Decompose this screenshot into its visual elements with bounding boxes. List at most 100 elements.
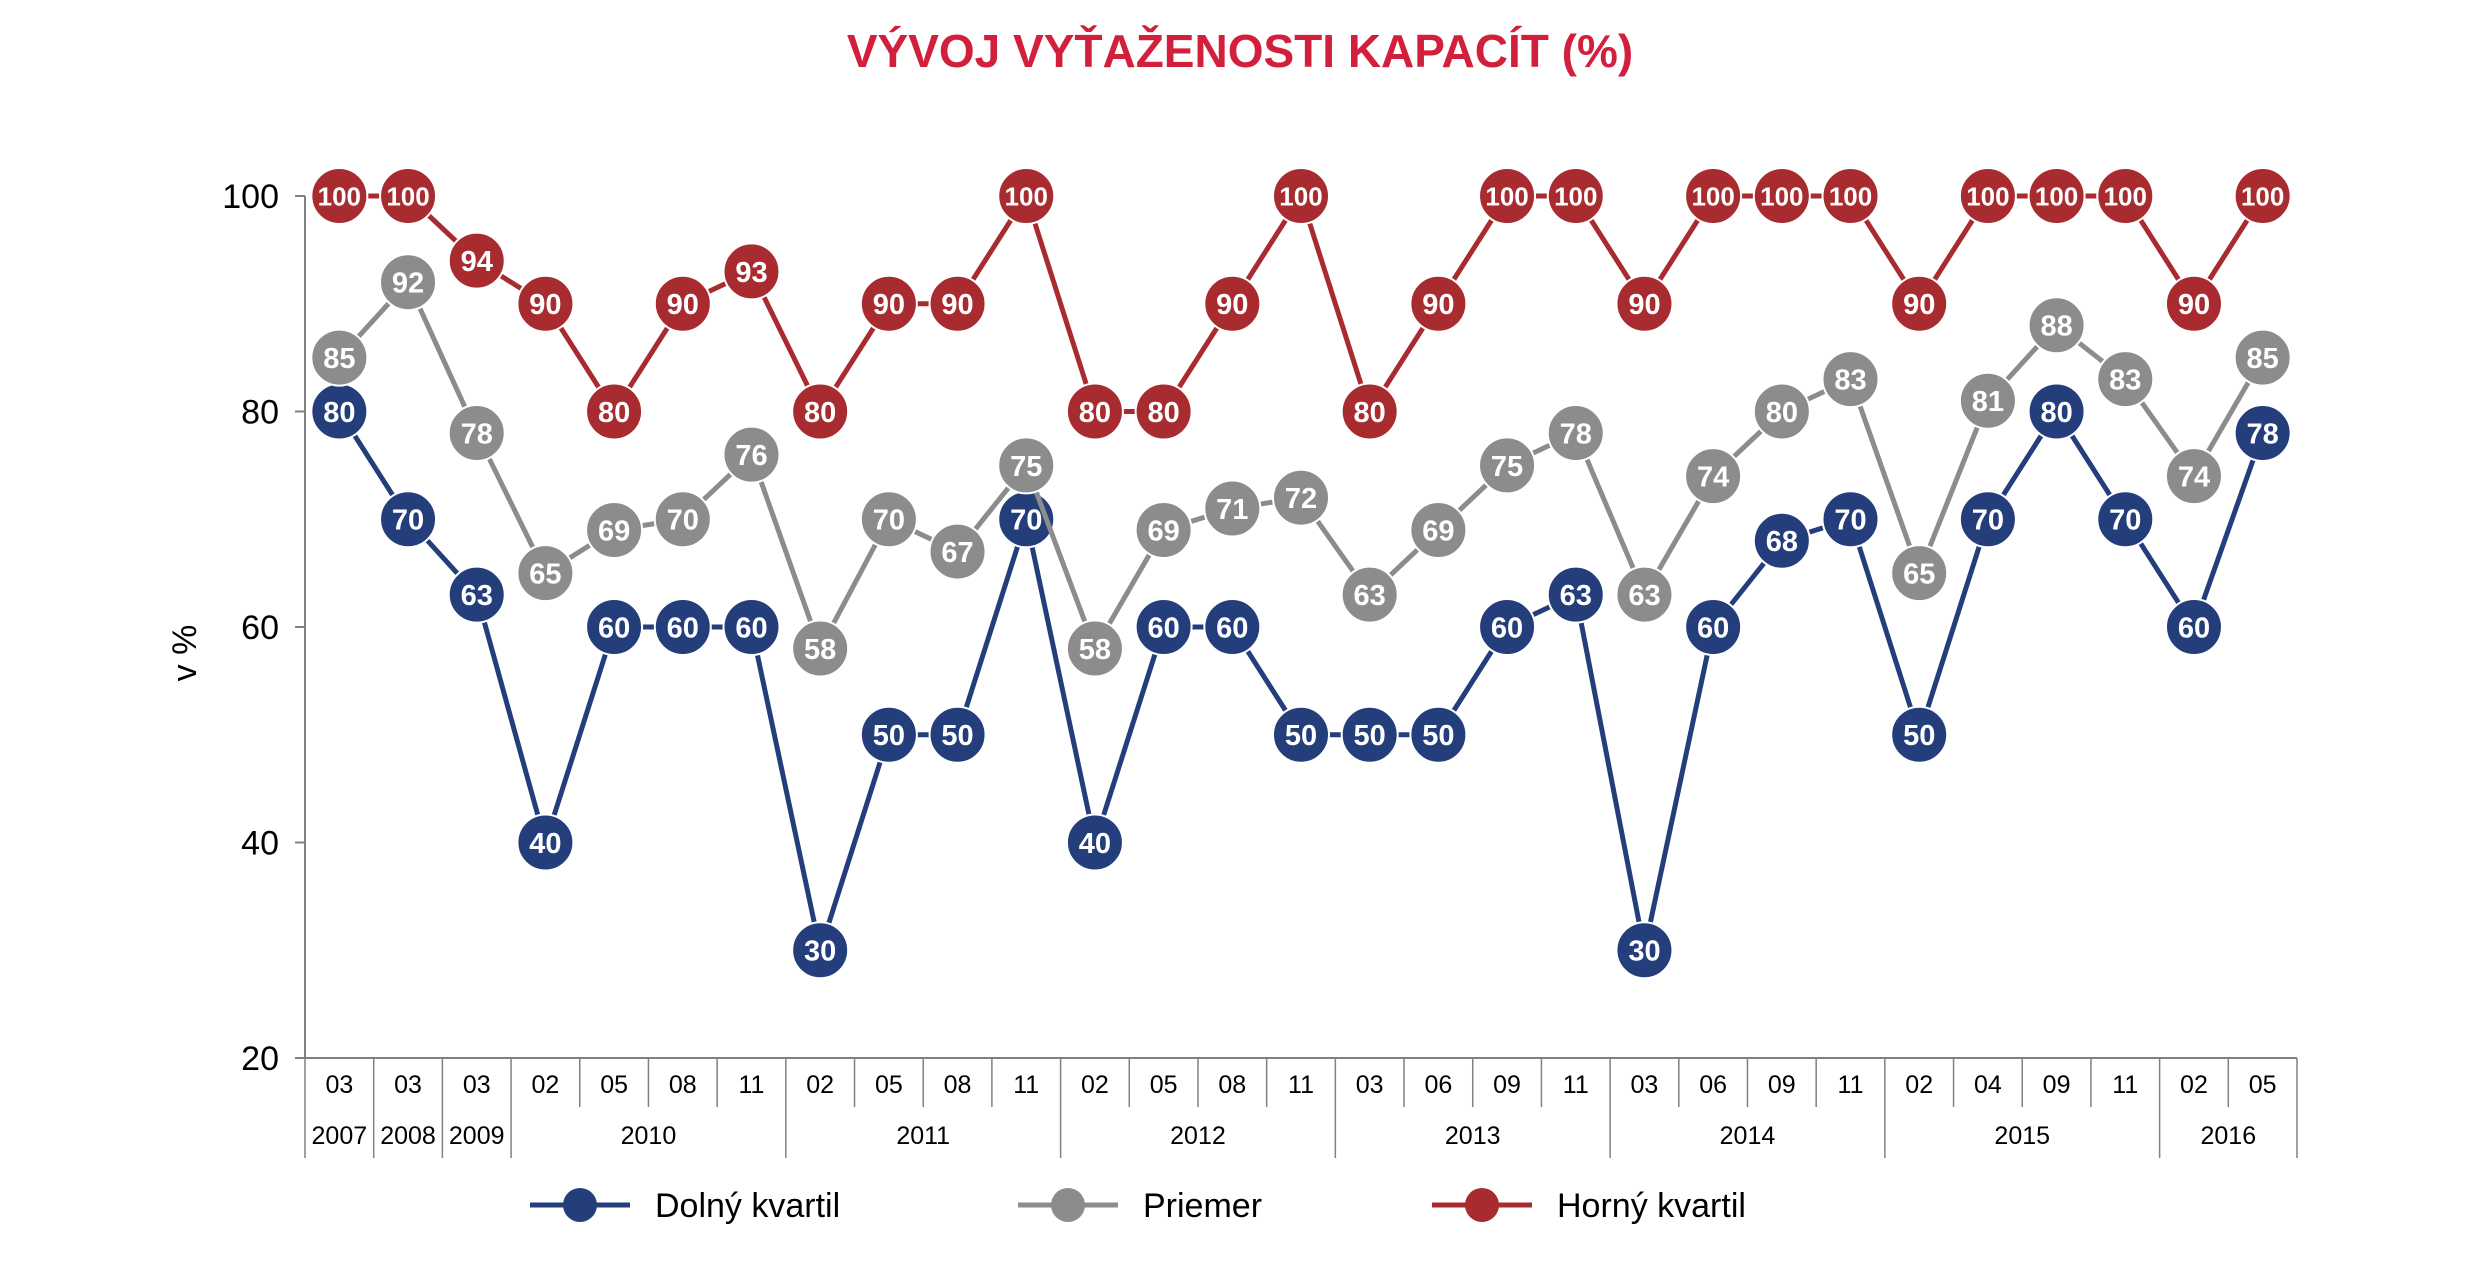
legend-marker [563,1188,597,1222]
data-label: 76 [735,440,767,472]
legend-label: Horný kvartil [1557,1187,1746,1225]
data-label: 85 [323,343,355,375]
data-point [1065,813,1124,872]
data-point [2096,167,2155,225]
series-2: 100 100 94 90 80 90 93 80 90 90 100 80 80 90 100 80 90 10… [310,167,2292,441]
x-year-label: 2013 [1445,1122,1501,1150]
data-point [1409,705,1468,764]
data-label: 80 [2040,397,2072,429]
data-label: 100 [2104,181,2147,211]
data-label: 90 [529,289,561,321]
x-tick-label: 02 [1081,1071,1109,1099]
data-label: 100 [1829,181,1872,211]
data-point [1478,436,1537,495]
x-tick-label: 02 [806,1071,834,1099]
data-point [1134,382,1193,441]
data-point [1890,705,1949,764]
y-tick-label: 40 [241,825,279,863]
data-label: 60 [598,612,630,644]
data-point [722,425,781,484]
data-label: 90 [1216,289,1248,321]
data-label: 50 [1422,720,1454,752]
x-year-label: 2011 [896,1122,950,1150]
data-point [1272,468,1330,527]
data-label: 50 [1354,720,1386,752]
x-year-label: 2009 [449,1122,505,1150]
data-point [859,705,918,764]
x-tick-label: 05 [2249,1071,2277,1099]
y-axis: 20 40 60 80 100 [222,178,306,1078]
data-label: 80 [323,397,355,429]
x-year-label: 2014 [1720,1122,1776,1150]
data-point [1752,167,1811,225]
data-point [653,490,712,549]
series-0: 80 70 63 40 60 60 60 30 50 50 70 40 60 60 50 50 50 60 63 30… [310,382,2292,980]
data-point [1752,382,1811,441]
data-point [2096,490,2155,549]
data-point [1065,382,1124,441]
data-label: 78 [2247,418,2279,450]
data-label: 50 [941,720,973,752]
data-label: 90 [873,289,905,321]
data-label: 80 [1354,397,1386,429]
data-label: 72 [1285,483,1317,515]
data-point [2233,328,2292,387]
data-label: 100 [1005,181,1048,211]
x-tick-label: 11 [2112,1071,2138,1099]
data-label: 75 [1491,451,1523,483]
data-label: 65 [529,559,561,591]
data-label: 100 [1966,181,2009,211]
data-label: 67 [941,537,973,569]
data-label: 69 [1147,515,1179,547]
data-point [447,404,506,463]
data-point [447,231,506,290]
x-tick-label: 02 [532,1071,560,1099]
data-point [791,921,850,980]
x-tick-label: 02 [1905,1071,1933,1099]
data-point [2027,296,2086,355]
x-tick-label: 03 [463,1071,491,1099]
data-point [1340,565,1399,624]
data-point [1684,598,1743,656]
x-tick-label: 11 [1013,1071,1039,1099]
data-label: 80 [1766,397,1798,429]
data-point [1615,565,1674,624]
data-point [1409,274,1468,333]
x-year-label: 2008 [380,1122,436,1150]
legend: Dolný kvartil Priemer Horný kvartil [530,1187,1746,1225]
x-tick-label: 05 [875,1071,903,1099]
data-label: 100 [1554,181,1597,211]
data-label: 30 [804,936,836,968]
data-point [2164,274,2223,333]
data-label: 90 [1628,289,1660,321]
data-point [1546,404,1605,463]
y-tick-label: 80 [241,394,279,432]
data-point [516,544,575,603]
data-point [1821,350,1880,409]
x-tick-label: 08 [944,1071,972,1099]
data-point [1134,598,1193,656]
data-point [1546,565,1605,624]
data-label: 94 [461,246,493,278]
data-label: 100 [1691,181,1734,211]
legend-item: Dolný kvartil [530,1187,840,1225]
data-point [722,598,781,656]
data-label: 70 [873,505,905,537]
data-label: 81 [1972,386,2004,418]
data-point [1684,167,1743,225]
data-label: 30 [1628,936,1660,968]
x-year-label: 2007 [312,1122,368,1150]
data-label: 70 [1972,505,2004,537]
data-label: 80 [598,397,630,429]
x-year-label: 2015 [1994,1122,2050,1150]
data-label: 78 [461,418,493,450]
data-point [1958,167,2017,225]
x-tick-label: 05 [600,1071,628,1099]
data-point [1203,274,1262,333]
data-label: 74 [1697,462,1729,494]
data-point [1272,705,1330,764]
x-tick-label: 03 [1631,1071,1659,1099]
data-label: 93 [735,257,767,289]
data-point [585,382,644,441]
x-tick-label: 09 [1768,1071,1796,1099]
